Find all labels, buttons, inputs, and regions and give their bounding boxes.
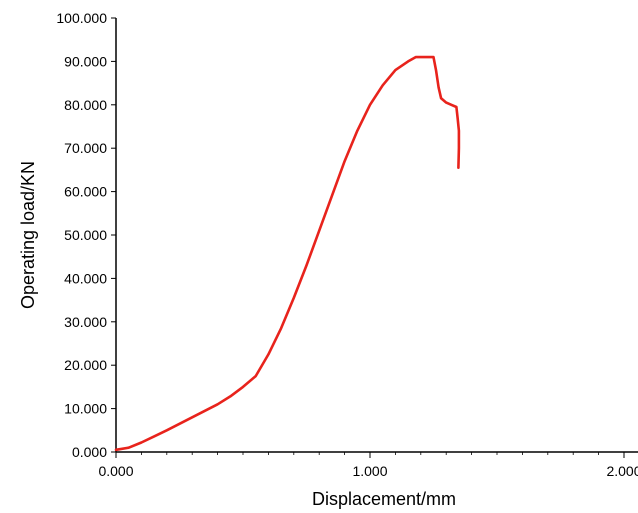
y-axis-title: Operating load/KN — [18, 161, 38, 309]
y-tick-label: 100.000 — [56, 10, 107, 26]
y-tick-label: 10.000 — [64, 401, 107, 417]
y-tick-label: 90.000 — [64, 53, 107, 69]
y-tick-label: 80.000 — [64, 97, 107, 113]
y-tick-label: 70.000 — [64, 140, 107, 156]
x-tick-label: 1.000 — [352, 463, 387, 479]
x-axis-ticks: 0.000 1.000 2.000 — [98, 452, 638, 479]
y-axis-ticks: 0.000 10.000 20.000 30.000 40.000 50.000 60.00… — [56, 10, 116, 460]
x-tick-label: 2.000 — [606, 463, 638, 479]
y-tick-label: 60.000 — [64, 184, 107, 200]
y-tick-label: 0.000 — [72, 444, 107, 460]
plot-area — [114, 18, 638, 453]
series-line-0 — [114, 55, 461, 452]
y-tick-label: 30.000 — [64, 314, 107, 330]
y-tick-label: 20.000 — [64, 357, 107, 373]
y-tick-label: 40.000 — [64, 270, 107, 286]
y-tick-label: 50.000 — [64, 227, 107, 243]
x-axis-title: Displacement/mm — [312, 489, 456, 509]
x-tick-label: 0.000 — [98, 463, 133, 479]
